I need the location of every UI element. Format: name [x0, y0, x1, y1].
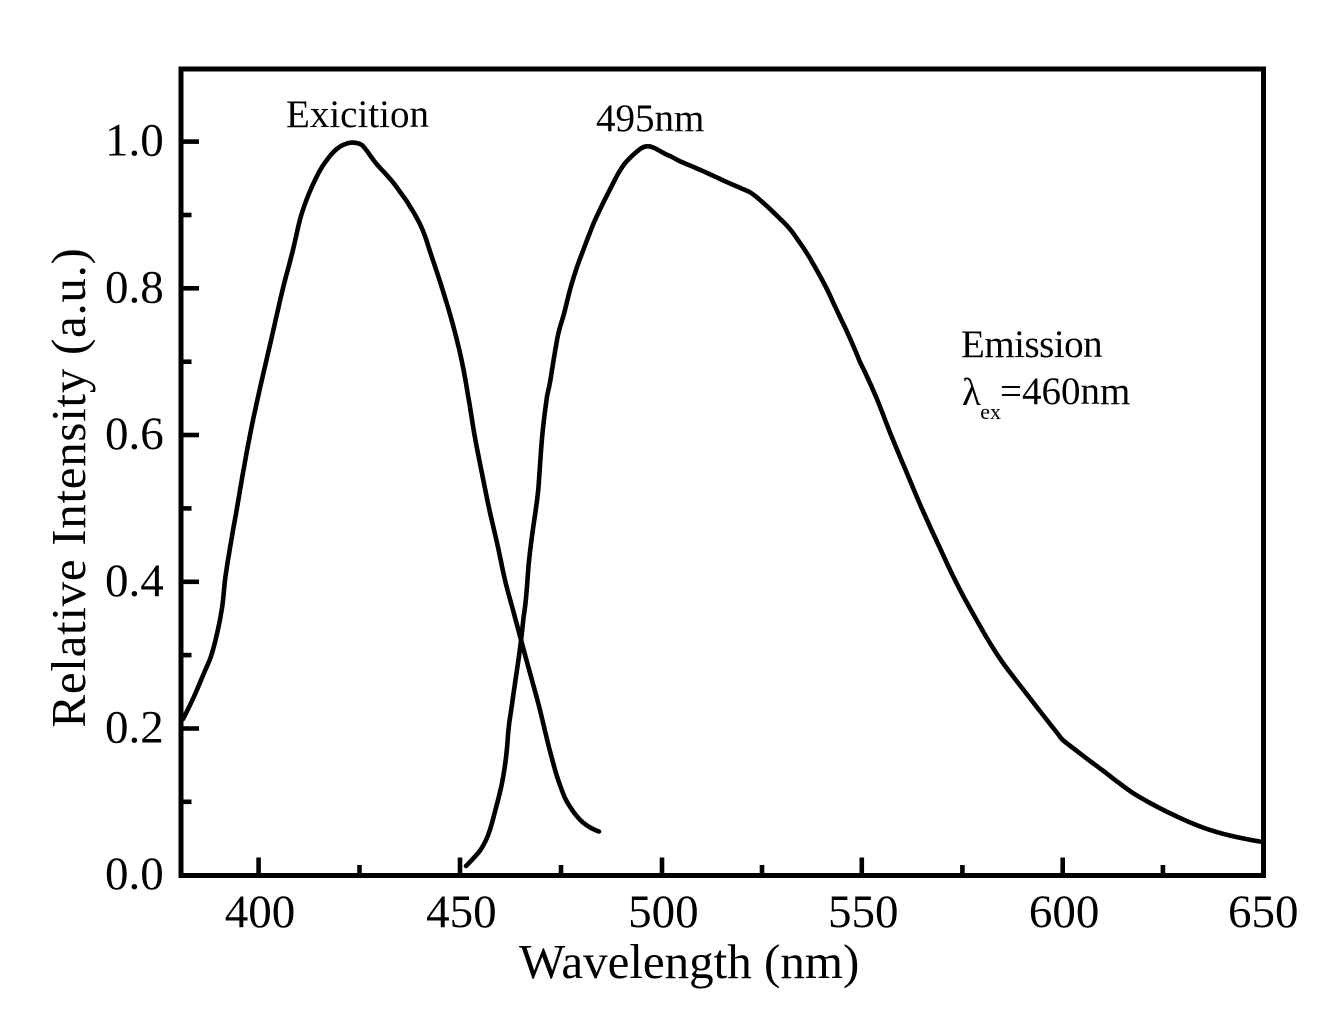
svg-text:650: 650 [1228, 886, 1299, 938]
svg-text:0.2: 0.2 [105, 702, 164, 754]
svg-text:495nm: 495nm [596, 97, 704, 140]
svg-text:0.6: 0.6 [105, 408, 164, 460]
svg-text:0.8: 0.8 [105, 261, 164, 313]
svg-text:500: 500 [628, 886, 699, 938]
svg-text:Emission: Emission [961, 323, 1102, 366]
svg-text:400: 400 [225, 886, 296, 938]
svg-text:ex: ex [980, 399, 1001, 424]
svg-text:=460nm: =460nm [1000, 370, 1130, 413]
svg-text:λ: λ [962, 371, 981, 414]
svg-text:550: 550 [828, 886, 899, 938]
svg-text:Wavelength (nm): Wavelength (nm) [519, 934, 859, 989]
svg-text:0.4: 0.4 [105, 555, 164, 607]
svg-text:0.0: 0.0 [105, 848, 164, 900]
svg-text:1.0: 1.0 [105, 115, 164, 167]
svg-text:Relative Intensity (a.u.): Relative Intensity (a.u.) [41, 247, 96, 727]
svg-text:Exicition: Exicition [286, 93, 429, 136]
svg-text:600: 600 [1029, 886, 1100, 938]
svg-text:450: 450 [426, 886, 497, 938]
